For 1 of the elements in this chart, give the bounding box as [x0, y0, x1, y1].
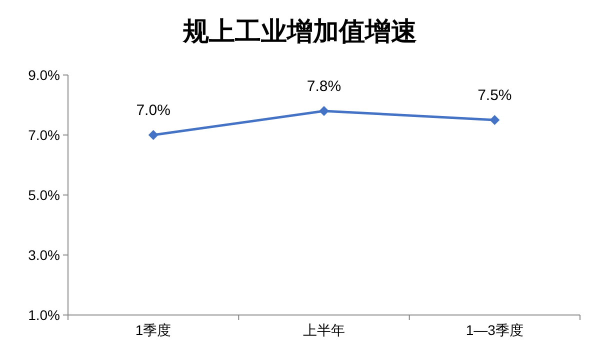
title: 规上工业增加值增速	[183, 16, 417, 46]
